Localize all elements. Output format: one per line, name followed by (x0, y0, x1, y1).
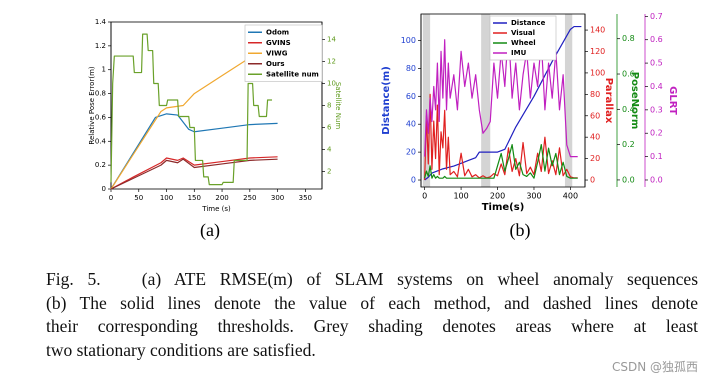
stationary-shading (481, 14, 491, 187)
x-tick-label: 200 (490, 192, 505, 201)
x-axis-label: Time (s) (201, 205, 231, 213)
stationary-shading (422, 14, 431, 187)
y-tick-label: 20 (406, 148, 416, 157)
subfigure-label: (b) (510, 220, 531, 241)
y-tick-label: 0.2 (622, 140, 635, 149)
y-tick-label: 0.4 (95, 137, 107, 145)
y-tick-label: 0 (102, 185, 106, 193)
plot-frame (110, 21, 323, 190)
y-tick-label: 0.6 (622, 70, 635, 79)
subfigure-label: (a) (200, 220, 220, 241)
y-tick-label: 0 (590, 176, 595, 185)
plot-frame (420, 13, 586, 188)
legend-label: Ours (266, 60, 285, 68)
series-line (424, 93, 578, 181)
x-tick-label: 300 (526, 192, 541, 201)
y-tick-label: 1.4 (95, 18, 107, 26)
y-axis-label: Satellite Num (334, 82, 342, 130)
series-line (110, 158, 278, 190)
caption-line: their corresponding thresholds. Grey sha… (46, 316, 698, 337)
y-tick-label: 0.1 (650, 152, 663, 161)
y-tick-label: 120 (590, 47, 605, 56)
stationary-shading (564, 14, 573, 187)
y-tick-label: 20 (590, 154, 600, 163)
y-tick-label: 8 (327, 102, 331, 110)
y-tick-label: 60 (406, 92, 416, 101)
y-tick-label: 2 (327, 167, 331, 175)
y-tick-label: 0.8 (95, 90, 106, 98)
series-line (110, 33, 273, 186)
legend-label: Distance (511, 19, 546, 27)
y-tick-label: 1 (102, 66, 106, 74)
y-axis-label: PoseNorm (629, 72, 640, 130)
y-axis-label: GLRT (667, 86, 678, 115)
y-tick-label: 0.8 (622, 34, 635, 43)
y-tick-label: 80 (406, 64, 416, 73)
x-tick-label: 250 (243, 194, 256, 202)
legend-label: Wheel (511, 39, 536, 47)
series-line (424, 144, 578, 179)
y-tick-label: 0.7 (650, 12, 663, 21)
x-tick-label: 0 (109, 194, 113, 202)
y-tick-label: 0.0 (622, 175, 635, 184)
series-line (110, 113, 278, 190)
y-tick-label: 140 (590, 26, 605, 35)
y-axis-label: Parallax (603, 78, 614, 124)
y-tick-label: 1.2 (95, 42, 106, 50)
caption: Fig. 5. (a) ATE RMSE(m) of SLAM systems … (46, 268, 698, 362)
x-tick-label: 50 (134, 194, 143, 202)
x-tick-label: 200 (215, 194, 228, 202)
series-line (424, 27, 578, 158)
caption-line: Fig. 5. (a) ATE RMSE(m) of SLAM systems … (46, 269, 698, 289)
y-tick-label: 80 (590, 90, 600, 99)
series-line (110, 156, 278, 190)
y-tick-label: 0.5 (650, 59, 663, 68)
legend-label: VIWG (266, 49, 288, 57)
y-tick-label: 0.4 (622, 105, 635, 114)
y-tick-label: 6 (327, 123, 332, 131)
y-tick-label: 40 (590, 133, 600, 142)
y-tick-label: 100 (590, 68, 605, 77)
y-tick-label: 0.6 (650, 35, 663, 44)
x-tick-label: 150 (188, 194, 201, 202)
legend-label: Odom (266, 28, 289, 36)
y-tick-label: 0.2 (650, 129, 663, 138)
legend-label: Visual (511, 29, 535, 37)
y-tick-label: 0.3 (650, 105, 663, 114)
y-tick-label: 0.0 (650, 175, 663, 184)
y-tick-label: 0 (411, 176, 416, 185)
y-axis-label: Distance(m) (381, 66, 392, 135)
x-tick-label: 300 (271, 194, 284, 202)
y-tick-label: 12 (327, 58, 336, 66)
x-tick-label: 100 (160, 194, 173, 202)
y-tick-label: 0.4 (650, 82, 663, 91)
y-tick-label: 0.2 (95, 161, 106, 169)
y-tick-label: 40 (406, 120, 416, 129)
x-tick-label: 400 (563, 192, 578, 201)
x-tick-label: 100 (453, 192, 468, 201)
y-tick-label: 0.6 (95, 113, 107, 121)
y-tick-label: 4 (327, 145, 332, 153)
x-tick-label: 0 (422, 192, 427, 201)
legend-label: IMU (511, 49, 527, 57)
legend-label: Satellite num (266, 70, 319, 78)
y-tick-label: 14 (327, 36, 336, 44)
caption-line: (b) The solid lines denote the value of … (46, 292, 698, 313)
watermark: CSDN @独孤西 (612, 360, 699, 374)
caption-line: two stationary conditions are satisfied. (46, 339, 316, 360)
x-axis-label: Time(s) (482, 202, 525, 213)
legend-label: GVINS (266, 39, 291, 47)
x-tick-label: 350 (299, 194, 312, 202)
y-tick-label: 10 (327, 80, 336, 88)
y-tick-label: 100 (401, 36, 416, 45)
y-axis-label: Relative Pose Error(m) (88, 66, 96, 144)
y-tick-label: 60 (590, 111, 600, 120)
